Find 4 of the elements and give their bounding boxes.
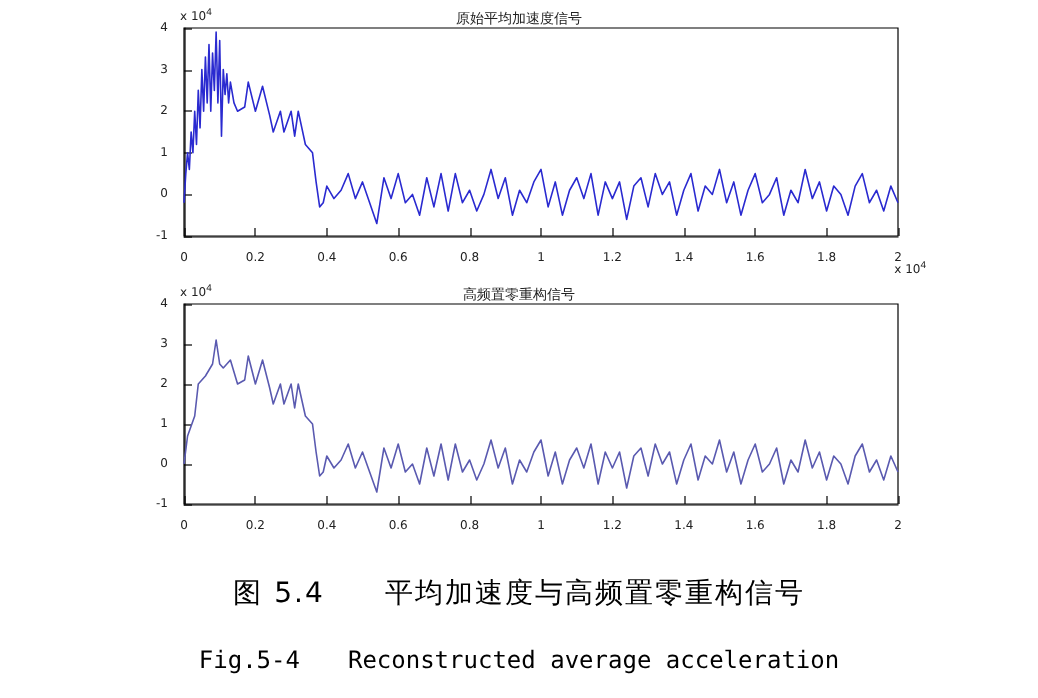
caption: Fig.5-4 Reconstructed average acceleration <box>196 644 842 678</box>
caption: 图 5.4 平均加速度与高频置零重构信号 <box>231 576 807 612</box>
line-series <box>183 339 899 493</box>
line-series <box>183 31 899 225</box>
